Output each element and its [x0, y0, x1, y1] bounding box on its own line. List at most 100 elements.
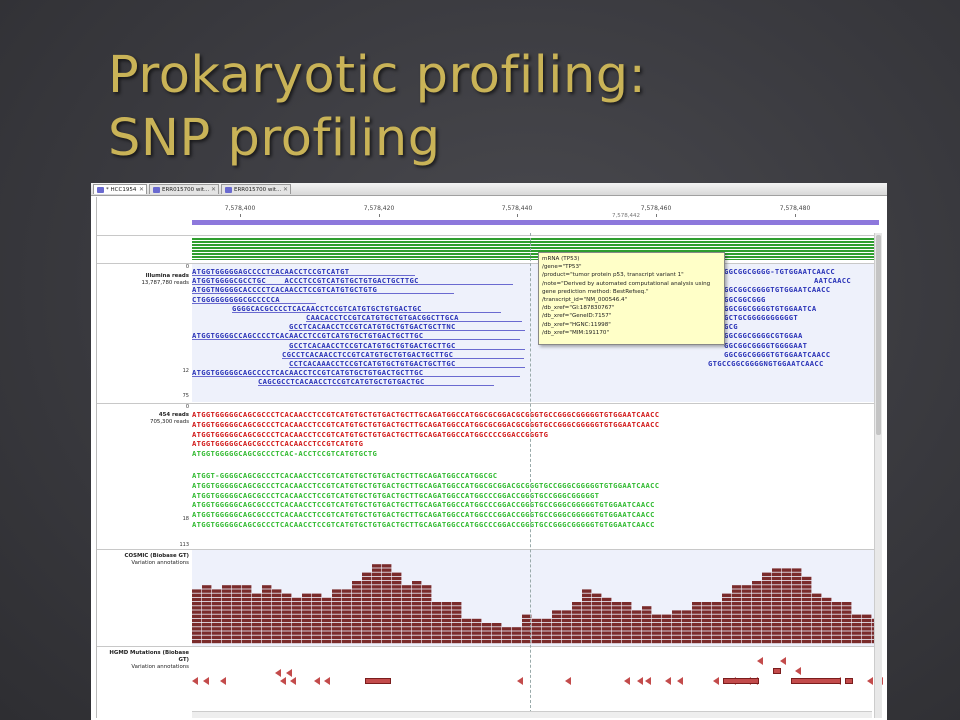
cosmic-variant[interactable] [692, 639, 702, 644]
cosmic-variant[interactable] [312, 610, 322, 614]
cosmic-variant[interactable] [612, 631, 622, 635]
cosmic-variant[interactable] [312, 618, 322, 623]
hgmd-mutation[interactable] [220, 677, 226, 685]
cosmic-variant[interactable] [332, 627, 342, 631]
cosmic-variant[interactable] [402, 631, 412, 635]
cosmic-variant[interactable] [482, 639, 492, 644]
cosmic-variant[interactable] [782, 572, 792, 576]
roche454-track[interactable]: 454 reads 705,300 reads 0 18 113 ATGGTGG… [97, 404, 882, 549]
cosmic-variant[interactable] [622, 610, 632, 614]
cosmic-variant[interactable] [732, 593, 742, 597]
cosmic-variant[interactable] [362, 593, 372, 597]
cosmic-variant[interactable] [302, 618, 312, 623]
cosmic-variant[interactable] [212, 602, 222, 606]
cosmic-variant[interactable] [432, 627, 442, 631]
cosmic-variant[interactable] [702, 623, 712, 627]
cosmic-variant[interactable] [762, 614, 772, 618]
cosmic-variant[interactable] [332, 614, 342, 618]
cosmic-variant[interactable] [732, 614, 742, 618]
cosmic-variant[interactable] [192, 606, 202, 610]
cosmic-variant[interactable] [722, 618, 732, 623]
cosmic-variant[interactable] [372, 610, 382, 614]
cosmic-variant[interactable] [702, 639, 712, 644]
cosmic-track[interactable]: COSMIC (Biobase GT) Variation annotation… [97, 550, 882, 646]
cosmic-variant[interactable] [292, 606, 302, 610]
cosmic-variant[interactable] [632, 631, 642, 635]
cosmic-variant[interactable] [752, 602, 762, 606]
cosmic-variant[interactable] [732, 618, 742, 623]
cosmic-variant[interactable] [792, 581, 802, 585]
cosmic-variant[interactable] [802, 581, 812, 585]
cosmic-variant[interactable] [702, 635, 712, 639]
cosmic-variant[interactable] [832, 618, 842, 623]
cosmic-variant[interactable] [792, 572, 802, 576]
cosmic-variant[interactable] [792, 618, 802, 623]
cosmic-variant[interactable] [472, 635, 482, 639]
cosmic-variant[interactable] [572, 610, 582, 614]
cosmic-variant[interactable] [782, 589, 792, 593]
cosmic-variant[interactable] [412, 631, 422, 635]
cosmic-variant[interactable] [252, 631, 262, 635]
cosmic-variant[interactable] [282, 614, 292, 618]
cosmic-variant[interactable] [382, 572, 392, 576]
illumina-read[interactable]: ATGGTGGGGCCAGCCCCTCACAACCTCCGTCATGTGCTGT… [192, 331, 424, 341]
cosmic-variant[interactable] [432, 635, 442, 639]
cosmic-variant[interactable] [842, 618, 852, 623]
cosmic-variant[interactable] [692, 614, 702, 618]
cosmic-variant[interactable] [812, 623, 822, 627]
cosmic-variant[interactable] [762, 597, 772, 602]
tab-err015700-2[interactable]: ERR015700 wit... ✕ [221, 184, 291, 194]
cosmic-variant[interactable] [212, 635, 222, 639]
cosmic-variant[interactable] [272, 610, 282, 614]
illumina-read[interactable]: GGCGGCGGGG-TGTGGAATCAACC [724, 267, 836, 276]
cosmic-variant[interactable] [362, 597, 372, 602]
selection-bar[interactable] [192, 220, 879, 225]
cosmic-variant[interactable] [382, 564, 392, 568]
cosmic-variant[interactable] [492, 635, 502, 639]
cosmic-variant[interactable] [462, 631, 472, 635]
illumina-read[interactable]: CTGGGGGGGGGCGCCCCCA [192, 294, 280, 304]
cosmic-variant[interactable] [812, 610, 822, 614]
cosmic-variant[interactable] [412, 618, 422, 623]
track-view[interactable]: 7,578,400 7,578,420 7,578,440 7,578,460 … [96, 197, 883, 718]
cosmic-variant[interactable] [632, 639, 642, 644]
cosmic-variant[interactable] [342, 597, 352, 602]
cosmic-variant[interactable] [492, 631, 502, 635]
cosmic-variant[interactable] [852, 639, 862, 644]
cosmic-variant[interactable] [262, 631, 272, 635]
tab-err015700-1[interactable]: ERR015700 wit... ✕ [149, 184, 219, 194]
roche454-read[interactable]: ATGGTGGGGGCAGCGCCCTCACAACCTCCGTCATGTGCTG… [192, 480, 660, 490]
cosmic-variant[interactable] [232, 610, 242, 614]
cosmic-variant[interactable] [832, 623, 842, 627]
cosmic-variant[interactable] [412, 602, 422, 606]
cosmic-variant[interactable] [382, 581, 392, 585]
cosmic-variant[interactable] [242, 597, 252, 602]
cosmic-variant[interactable] [582, 589, 592, 593]
cosmic-variant[interactable] [372, 568, 382, 572]
cosmic-variant[interactable] [752, 593, 762, 597]
cosmic-variant[interactable] [312, 602, 322, 606]
cosmic-variant[interactable] [612, 623, 622, 627]
cosmic-variant[interactable] [762, 610, 772, 614]
hgmd-mutation[interactable] [517, 677, 523, 685]
cosmic-variant[interactable] [352, 631, 362, 635]
cosmic-variant[interactable] [652, 618, 662, 623]
cosmic-variant[interactable] [272, 602, 282, 606]
cosmic-variant[interactable] [612, 627, 622, 631]
cosmic-variant[interactable] [482, 631, 492, 635]
cosmic-variant[interactable] [412, 585, 422, 589]
cosmic-variant[interactable] [262, 618, 272, 623]
hgmd-mutation[interactable] [280, 677, 286, 685]
cosmic-variant[interactable] [392, 593, 402, 597]
cosmic-variant[interactable] [222, 618, 232, 623]
illumina-read[interactable]: GCCTCACAACCTCCGTCATGTGCTGTGACTGCTTNC [289, 322, 456, 332]
cosmic-variant[interactable] [592, 618, 602, 623]
cosmic-variant[interactable] [602, 602, 612, 606]
cosmic-variant[interactable] [682, 610, 692, 614]
cosmic-variant[interactable] [362, 602, 372, 606]
cosmic-variant[interactable] [562, 635, 572, 639]
cosmic-variant[interactable] [612, 639, 622, 644]
cosmic-variant[interactable] [582, 627, 592, 631]
cosmic-variant[interactable] [222, 610, 232, 614]
cosmic-variant[interactable] [772, 572, 782, 576]
